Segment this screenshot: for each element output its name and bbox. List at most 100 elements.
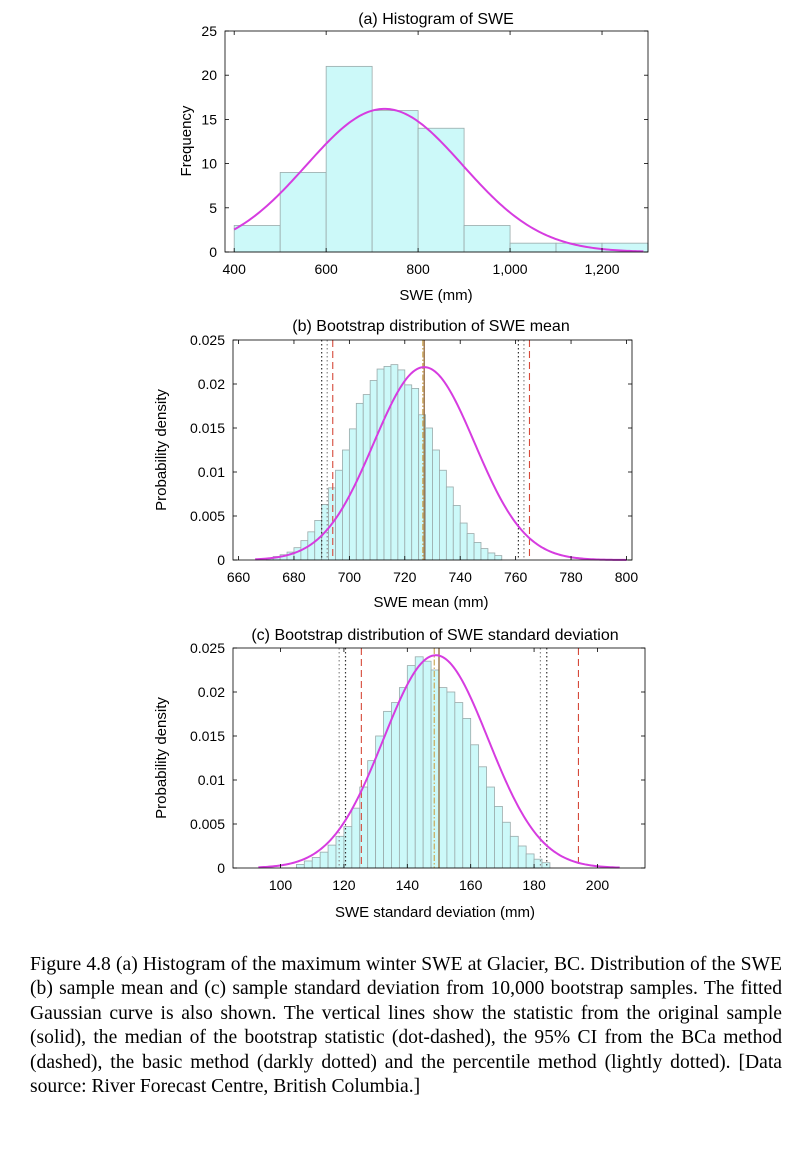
histogram-bar [439,469,447,561]
y-tick-label: 0.005 [190,508,225,524]
x-tick-label: 680 [282,569,306,585]
histogram-bar [351,807,361,869]
histogram-bar [501,821,511,869]
x-tick-label: 660 [227,569,251,585]
x-axis-label: SWE mean (mm) [373,594,488,611]
plot-area: 400 600 800 1,000 1,200 0 5 10 15 20 25 [201,23,649,277]
histogram-bar [371,110,419,253]
x-tick-label: 160 [459,877,483,893]
histogram-bar [462,718,472,869]
histogram-bar [397,369,406,561]
x-tick-label: 740 [449,569,473,585]
x-tick-label: 120 [332,877,356,893]
y-tick-label: 0 [209,244,217,260]
histogram-bar [438,687,448,869]
histogram-bar [369,380,378,561]
histogram-panel: (a) Histogram of SWE 400 600 800 1,000 1,200… [178,11,649,304]
x-tick-label: 1,000 [493,261,528,277]
histogram-bar [293,547,302,561]
histogram-bar [430,669,440,869]
histogram-bar [362,394,371,561]
y-tick-label: 0.01 [198,464,225,480]
panel-title: (b) Bootstrap distribution of SWE mean [292,318,569,335]
bootstrap-sd-panel: (c) Bootstrap distribution of SWE standa… [153,627,646,921]
histogram-bar [487,552,496,561]
y-tick-label: 0.025 [190,332,225,348]
x-tick-label: 200 [586,877,610,893]
histogram-bar [470,744,480,869]
histogram-bar [459,522,468,561]
histogram-bar [295,864,305,869]
y-tick-label: 0.015 [190,728,225,744]
bootstrap-mean-panel: (b) Bootstrap distribution of SWE mean 6… [153,318,638,611]
histogram-bar [383,365,392,561]
y-tick-label: 0 [217,552,225,568]
histogram-bar [473,542,482,561]
x-tick-label: 700 [338,569,362,585]
y-tick-label: 20 [201,67,217,83]
histogram-bar [480,548,489,561]
histogram-bar [509,835,519,869]
histogram-bar [463,225,511,253]
histogram-bar [414,656,424,869]
histogram-bar [303,860,313,869]
histogram-bar [367,760,377,869]
histogram-bar [478,766,487,869]
y-tick-label: 0.02 [198,376,225,392]
histogram-bar [327,844,337,869]
y-tick-label: 25 [201,23,217,39]
y-tick-label: 0.025 [190,640,225,656]
y-axis-label: Probability density [153,389,170,511]
histogram-bar [417,127,465,253]
x-axis-label: SWE standard deviation (mm) [335,904,535,921]
histogram-bar [509,242,557,253]
histogram-bar [525,853,535,869]
x-tick-label: 180 [522,877,546,893]
histogram-bar [376,368,385,561]
histogram-bar [311,857,321,869]
histogram-bar [411,387,420,561]
plot-area: 100 120 140 160 180 200 0 0.005 0.01 0.015 0.02 0.0… [190,640,646,893]
histogram-bar [335,835,345,869]
histogram-bar [454,702,464,869]
histogram-bar [391,702,400,869]
axes-box [224,30,649,253]
x-axis-label: SWE (mm) [399,287,472,304]
figure: (a) Histogram of SWE 400 600 800 1,000 1,200… [153,11,649,921]
y-axis-label: Probability density [153,697,170,819]
x-tick-label: 100 [269,877,293,893]
y-tick-label: 15 [201,111,217,127]
histogram-bar [494,555,503,561]
x-tick-label: 1,200 [584,261,619,277]
figure-caption: Figure 4.8 (a) Histogram of the maximum … [30,954,782,1098]
histogram-bar [466,533,475,561]
y-tick-label: 5 [209,200,217,216]
axes-box [232,647,646,869]
y-tick-label: 0.015 [190,420,225,436]
gaussian-fit-curve [258,654,620,869]
x-tick-label: 140 [396,877,420,893]
x-tick-label: 720 [393,569,417,585]
panel-title: (c) Bootstrap distribution of SWE standa… [251,627,618,644]
histogram-bar [422,660,432,869]
histogram-bar [406,665,416,869]
histogram-bar [404,384,413,561]
histogram-bar [452,505,461,561]
y-tick-label: 0.005 [190,816,225,832]
histogram-bar [445,486,454,561]
x-tick-label: 600 [314,261,338,277]
histogram-bar [233,225,281,253]
histogram-bar [319,851,329,869]
gaussian-fit-curve [233,107,644,253]
histogram-bar [517,845,527,869]
histogram-bar [486,786,495,869]
x-tick-label: 800 [615,569,639,585]
y-tick-label: 0.02 [198,684,225,700]
panel-title: (a) Histogram of SWE [358,11,514,28]
histogram-bar [432,449,440,561]
axes-box [232,339,633,561]
y-tick-label: 0 [217,860,225,876]
x-tick-label: 780 [559,569,583,585]
histogram-bar [325,65,373,253]
y-axis-label: Frequency [178,105,195,176]
